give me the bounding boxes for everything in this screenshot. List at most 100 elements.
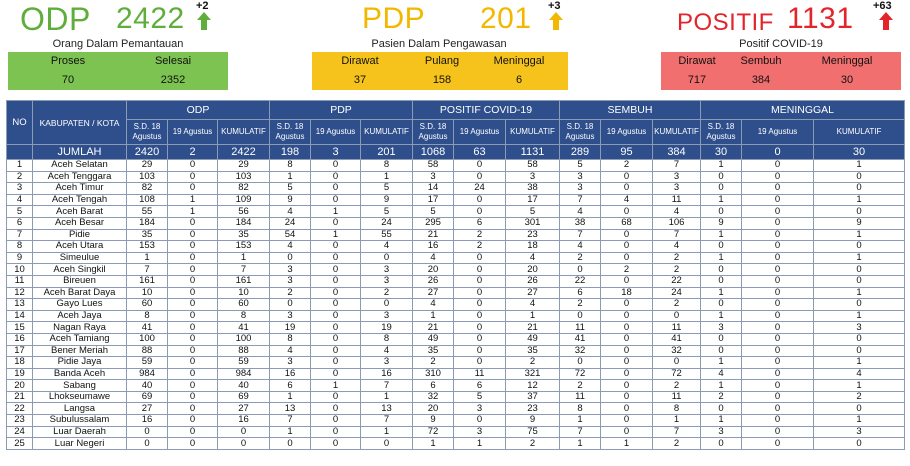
value-cell: 2 <box>453 228 506 242</box>
value-cell: 32 <box>559 344 601 358</box>
value-cell: 26 <box>505 274 560 288</box>
value-cell: 4 <box>360 344 413 358</box>
value-cell: 0 <box>310 159 361 172</box>
value-cell: 88 <box>217 344 270 358</box>
value-cell: 0 <box>310 263 361 276</box>
value-cell: 11 <box>652 193 701 207</box>
value-cell: 24 <box>652 286 701 300</box>
value-cell: 4 <box>700 367 742 381</box>
odp-proses-value: 70 <box>61 74 75 86</box>
value-cell: 0 <box>310 414 361 427</box>
value-cell: 0 <box>600 240 653 253</box>
value-cell: 0 <box>700 332 742 346</box>
region-name: Nagan Raya <box>32 321 127 334</box>
value-cell: 22 <box>652 274 701 288</box>
value-cell: 58 <box>505 159 560 172</box>
row-number: 3 <box>6 182 33 195</box>
value-cell: 0 <box>167 298 218 311</box>
row-number: 2 <box>6 170 33 184</box>
value-cell: 2 <box>700 390 742 404</box>
value-cell: 1 <box>269 170 311 184</box>
value-cell: 0 <box>741 402 814 416</box>
sub-header: 19 Agustus <box>741 119 814 145</box>
value-cell: 108 <box>126 193 168 207</box>
value-cell: 9 <box>700 216 742 230</box>
group-header-positif: POSITIF COVID-19 <box>412 100 560 120</box>
value-cell: 26 <box>412 274 454 288</box>
region-name: Aceh Utara <box>32 240 127 253</box>
value-cell: 3 <box>269 356 311 369</box>
value-cell: 1 <box>700 228 742 242</box>
value-cell: 0 <box>741 228 814 242</box>
table-row: 6 Aceh Besar 184 0 184 24 0 24 295 6 301 38 68 106 9 0 9 <box>6 216 906 230</box>
value-cell: 18 <box>600 286 653 300</box>
region-name: Aceh Tamiang <box>32 332 127 346</box>
total-cell: 63 <box>453 144 506 160</box>
value-cell: 21 <box>505 321 560 334</box>
value-cell: 100 <box>126 332 168 346</box>
value-cell: 24 <box>360 216 413 230</box>
region-name: Luar Daerah <box>32 425 127 439</box>
region-name: Sabang <box>32 379 127 392</box>
value-cell: 0 <box>167 228 218 242</box>
value-cell: 0 <box>741 425 814 439</box>
value-cell: 55 <box>126 205 168 218</box>
total-cell: 384 <box>652 144 701 160</box>
value-cell: 1 <box>700 286 742 300</box>
value-cell: 310 <box>412 367 454 381</box>
value-cell: 0 <box>700 344 742 358</box>
value-cell: 0 <box>741 390 814 404</box>
value-cell: 0 <box>652 309 701 323</box>
value-cell: 3 <box>453 425 506 439</box>
value-cell: 0 <box>741 298 814 311</box>
value-cell: 0 <box>167 251 218 265</box>
value-cell: 0 <box>600 414 653 427</box>
sub-header: KUMULATIF <box>505 119 560 145</box>
row-number: 19 <box>6 367 33 381</box>
value-cell: 20 <box>412 263 454 276</box>
value-cell: 9 <box>812 216 906 230</box>
total-cell: 2420 <box>126 144 168 160</box>
value-cell: 72 <box>652 367 701 381</box>
value-cell: 17 <box>412 193 454 207</box>
value-cell: 1 <box>700 251 742 265</box>
value-cell: 0 <box>812 170 906 184</box>
value-cell: 5 <box>360 182 413 195</box>
value-cell: 1 <box>310 228 361 242</box>
positif-dirawat-label: Dirawat <box>678 55 716 67</box>
value-cell: 0 <box>167 414 218 427</box>
value-cell: 0 <box>453 205 506 218</box>
row-number: 9 <box>6 251 33 265</box>
value-cell: 1 <box>559 437 601 450</box>
value-cell: 0 <box>310 356 361 369</box>
value-cell: 0 <box>360 437 413 450</box>
value-cell: 0 <box>600 182 653 195</box>
value-cell: 7 <box>652 228 701 242</box>
pdp-subtitle: Pasien Dalam Pengawasan <box>371 38 507 50</box>
value-cell: 0 <box>812 240 906 253</box>
value-cell: 21 <box>412 228 454 242</box>
table-row: 8 Aceh Utara 153 0 153 4 0 4 16 2 18 4 0 4 0 0 0 <box>6 240 906 253</box>
region-name: Banda Aceh <box>32 367 127 381</box>
sub-header: 19 Agustus <box>600 119 653 145</box>
value-cell: 0 <box>741 332 814 346</box>
pdp-total: 201 <box>480 2 532 35</box>
table-row: 1 Aceh Selatan 29 0 29 8 0 8 58 0 58 5 2 7 1 0 1 <box>6 159 906 172</box>
total-cell: 95 <box>600 144 653 160</box>
odp-box: Proses Selesai 70 2352 <box>8 52 228 90</box>
row-number: 24 <box>6 425 33 439</box>
value-cell: 0 <box>453 298 506 311</box>
value-cell: 0 <box>700 170 742 184</box>
total-cell: 2422 <box>217 144 270 160</box>
value-cell: 984 <box>217 367 270 381</box>
row-number: 23 <box>6 414 33 427</box>
value-cell: 0 <box>453 159 506 172</box>
value-cell: 0 <box>741 159 814 172</box>
value-cell: 0 <box>741 193 814 207</box>
value-cell: 2 <box>652 251 701 265</box>
positif-total: 1131 <box>787 2 854 35</box>
value-cell: 1 <box>310 205 361 218</box>
group-header-pdp: PDP <box>269 100 413 120</box>
value-cell: 2 <box>652 298 701 311</box>
value-cell: 0 <box>167 159 218 172</box>
